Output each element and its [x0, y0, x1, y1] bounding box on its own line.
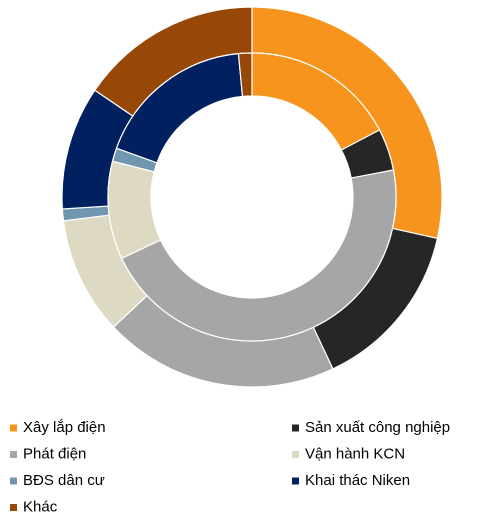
legend-swatch [10, 504, 17, 511]
legend-label: Khác [23, 498, 58, 515]
legend-label: Vận hành KCN [305, 445, 405, 462]
legend-label: Sản xuất công nghiệp [305, 419, 450, 436]
legend-swatch [292, 451, 299, 458]
legend-label: Khai thác Niken [305, 472, 410, 489]
legend-swatch [10, 477, 17, 485]
legend-swatch [292, 424, 299, 432]
donut-slice [120, 169, 397, 342]
legend-swatch [10, 424, 17, 432]
donut-slice [107, 160, 162, 260]
legend-label: Xây lắp điện [23, 419, 106, 436]
legend-label: Phát điện [23, 445, 86, 462]
legend-swatch [292, 477, 299, 485]
legend-label: BĐS dân cư [23, 472, 105, 489]
legend-swatch [10, 451, 17, 458]
donut-slice [237, 52, 253, 98]
